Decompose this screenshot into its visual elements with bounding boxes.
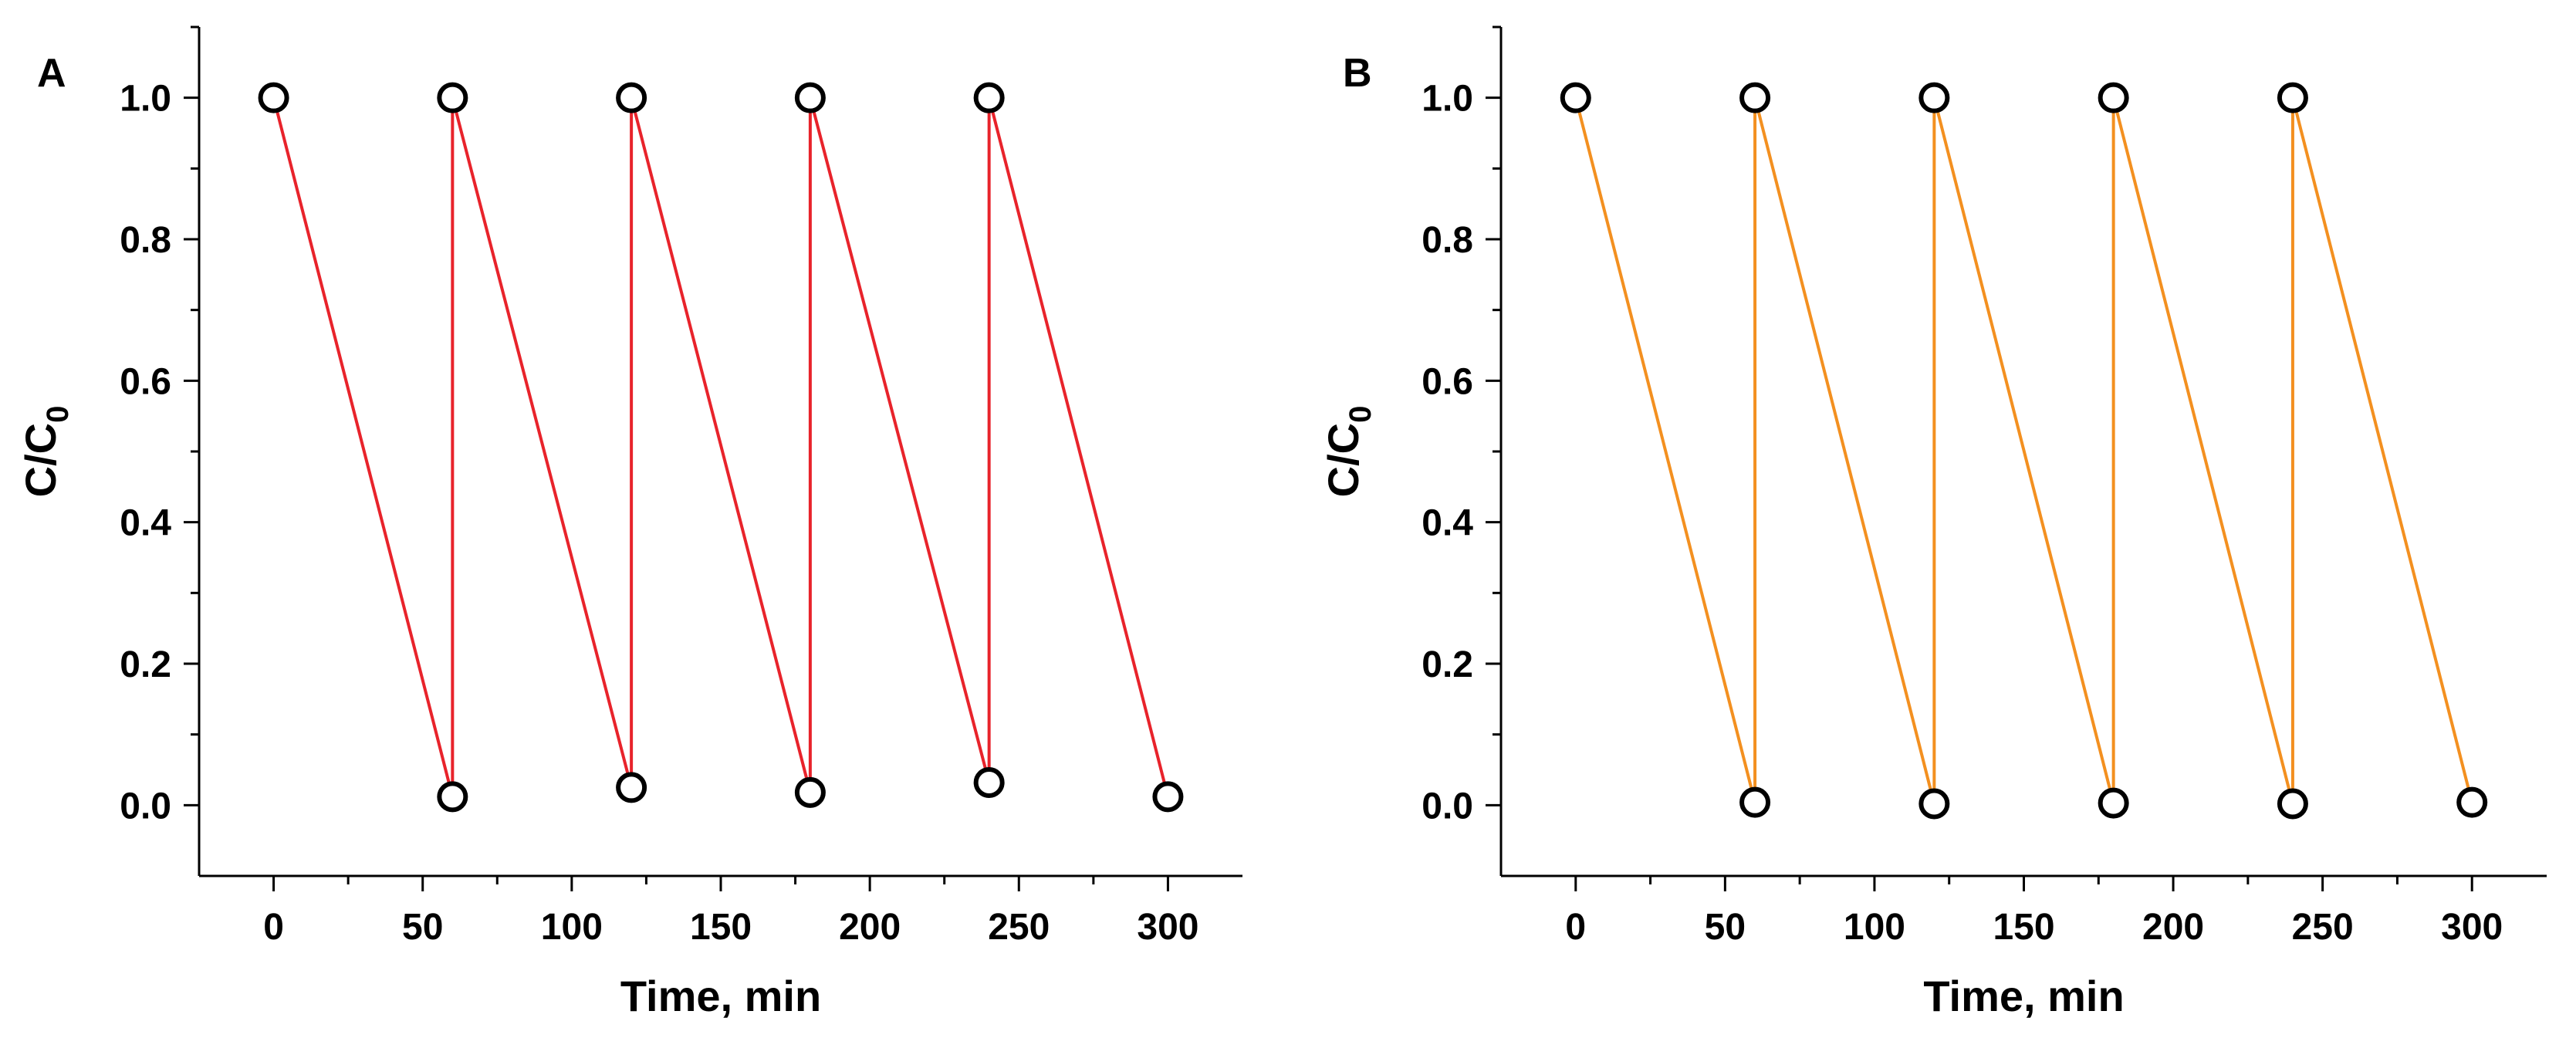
- series-line-segment: [272, 97, 455, 797]
- y-tick-label: 0.2: [120, 644, 171, 685]
- data-point: [973, 767, 1005, 798]
- data-point: [2277, 82, 2308, 113]
- data-point: [437, 781, 468, 813]
- data-point: [616, 82, 647, 113]
- data-point: [1918, 788, 1950, 820]
- x-tick-label: 250: [988, 907, 1050, 948]
- series-line-segment: [630, 97, 812, 793]
- panel-a: 0 50 100 150 200 250 300 0.0 0.2 0.4 0.6 0.8 1.0 Time…: [16, 25, 1242, 1020]
- x-tick-label: 300: [1137, 907, 1198, 948]
- panel-label: A: [37, 51, 66, 96]
- x-axis-title: Time, min: [1923, 972, 2124, 1020]
- series-line-segment: [1932, 97, 2115, 804]
- series-line-segment: [2111, 97, 2294, 804]
- data-point: [973, 82, 1005, 113]
- y-tick-label: 0.6: [120, 361, 171, 402]
- data-point: [1918, 82, 1950, 113]
- x-tick-label: 200: [2142, 907, 2204, 948]
- series-line-segment: [1753, 97, 1936, 804]
- y-tick-label: 0.8: [120, 220, 171, 261]
- data-point: [794, 776, 826, 808]
- data-point: [794, 82, 826, 113]
- panel-label: B: [1343, 51, 1372, 96]
- series-line-segment: [451, 97, 634, 788]
- y-tick-label: 0.4: [120, 503, 171, 544]
- y-axis-title-subscript: 0: [1344, 406, 1378, 423]
- x-axis-title: Time, min: [620, 972, 821, 1020]
- panel-b: 0 50 100 150 200 250 300 0.0 0.2 0.4 0.6 0.8 1.0 Time…: [1319, 25, 2547, 1020]
- y-tick-label: 0.0: [120, 786, 171, 827]
- series-line-segment: [1574, 97, 1757, 803]
- x-tick-label: 100: [541, 907, 603, 948]
- data-point: [2098, 82, 2129, 113]
- data-point: [1739, 786, 1771, 818]
- data-point: [1560, 82, 1591, 113]
- x-tick-label: 200: [839, 907, 901, 948]
- x-tick-label: 50: [402, 907, 443, 948]
- y-axis-title: C/C0: [16, 406, 75, 498]
- y-tick-label: 0.6: [1422, 361, 1473, 402]
- y-tick-label: 1.0: [1422, 79, 1473, 120]
- series-line-segment: [2290, 97, 2474, 803]
- y-tick-label: 0.0: [1422, 786, 1473, 827]
- data-point: [2098, 787, 2129, 819]
- y-tick-label: 0.8: [1422, 220, 1473, 261]
- y-axis-title-main: C/C: [16, 423, 65, 497]
- x-tick-label: 150: [690, 907, 752, 948]
- y-tick-label: 0.2: [1422, 644, 1473, 685]
- data-point: [2456, 786, 2488, 818]
- data-point: [616, 772, 647, 803]
- y-axis-title-subscript: 0: [41, 406, 75, 423]
- x-tick-label: 250: [2292, 907, 2354, 948]
- series-line-segment: [987, 97, 1170, 797]
- data-point: [437, 82, 468, 113]
- y-tick-label: 0.4: [1422, 503, 1473, 544]
- y-axis-title: C/C0: [1319, 406, 1378, 498]
- series-line-segment: [808, 97, 991, 783]
- x-tick-label: 100: [1844, 907, 1905, 948]
- x-tick-label: 300: [2441, 907, 2503, 948]
- y-tick-label: 1.0: [120, 79, 171, 120]
- x-tick-label: 50: [1705, 907, 1746, 948]
- data-point: [258, 82, 289, 113]
- x-tick-label: 0: [1565, 907, 1586, 948]
- y-axis-title-main: C/C: [1319, 423, 1367, 497]
- data-point: [2277, 788, 2308, 820]
- data-point: [1152, 781, 1184, 813]
- data-point: [1739, 82, 1771, 113]
- x-tick-label: 150: [1993, 907, 2054, 948]
- x-tick-label: 0: [263, 907, 284, 948]
